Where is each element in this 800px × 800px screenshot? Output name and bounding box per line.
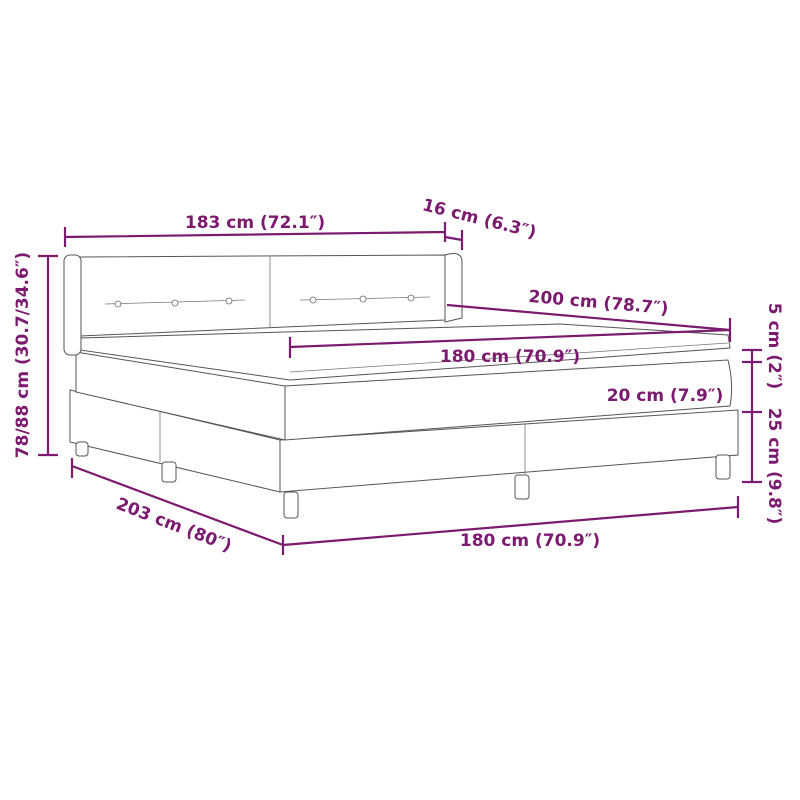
- total-height-label: 78/88 cm (30.7/34.6″): [13, 252, 33, 458]
- tufting-button: [225, 297, 233, 305]
- leg: [75, 441, 89, 457]
- mattress-front-face: [284, 359, 733, 441]
- base-width-label: 180 cm (70.9″): [460, 531, 600, 551]
- tufting-button: [114, 300, 122, 308]
- total-height-line: [38, 254, 58, 457]
- headboard-width-line: [63, 222, 447, 247]
- leg: [161, 461, 177, 483]
- right-height-line: [742, 348, 762, 484]
- base-height-label: 25 cm (9.8″): [764, 408, 784, 525]
- tufting-button: [309, 296, 317, 304]
- bed-illustration: [63, 253, 739, 519]
- headboard-depth-line: [444, 230, 464, 250]
- leg: [715, 454, 731, 480]
- mattress-width-label: 180 cm (70.9″): [440, 347, 580, 367]
- mattress-width-line: [288, 328, 731, 358]
- tufting-button: [359, 295, 367, 303]
- tufting-button: [407, 294, 415, 302]
- headboard-width-label: 183 cm (72.1″): [185, 213, 325, 233]
- headboard-wing-left: [63, 254, 82, 356]
- dimension-lines: [38, 222, 762, 555]
- headboard-wing-right: [444, 253, 463, 323]
- headboard-panel: [79, 254, 446, 337]
- headboard-depth-label: 16 cm (6.3″): [420, 195, 538, 243]
- base-width-line: [282, 496, 740, 547]
- mattress-height-label: 20 cm (7.9″): [607, 386, 724, 406]
- topper-height-label: 5 cm (2″): [764, 303, 784, 389]
- leg: [514, 474, 530, 500]
- tufting-button: [171, 299, 179, 307]
- leg: [283, 491, 299, 519]
- base-front-face: [279, 409, 739, 493]
